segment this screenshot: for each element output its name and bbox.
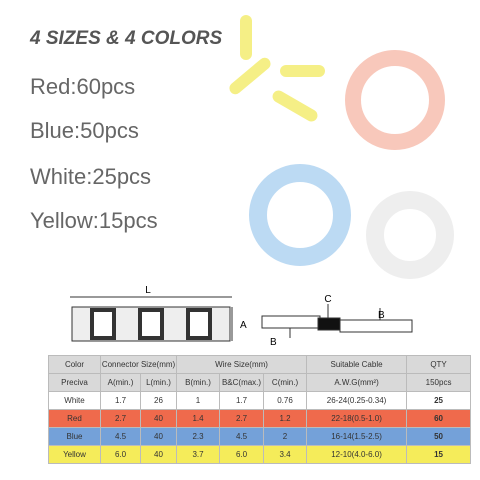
table-cell: 1.2 bbox=[263, 409, 308, 428]
diagram-label: C bbox=[324, 294, 331, 305]
table-cell: 22-18(0.5-1.0) bbox=[306, 409, 408, 428]
table-cell: 12-10(4.0-6.0) bbox=[306, 445, 408, 464]
table-cell: A.W.G(mm²) bbox=[306, 373, 408, 392]
quantity: White:25pcs bbox=[30, 164, 152, 189]
table-cell: 26-24(0.25-0.34) bbox=[306, 391, 408, 410]
table-cell: 3.7 bbox=[176, 445, 221, 464]
table-cell: C(min.) bbox=[263, 373, 308, 392]
table-cell: 0.76 bbox=[263, 391, 308, 410]
connector-diagram bbox=[70, 296, 413, 342]
table-row: White 1.7 26 1 1.7 0.76 26-24(0.25-0.34) 25 bbox=[48, 391, 472, 410]
table-cell: 4.5 bbox=[100, 427, 141, 446]
table-cell: 16-14(1.5-2.5) bbox=[306, 427, 408, 446]
table-cell: 26 bbox=[139, 391, 178, 410]
diagram-label: A bbox=[240, 320, 247, 331]
table-cell: 40 bbox=[139, 409, 178, 428]
table-cell: Yellow bbox=[48, 445, 101, 464]
table-cell: 6.0 bbox=[219, 445, 265, 464]
table-row: Red 2.7 40 1.4 2.7 1.2 22-18(0.5-1.0) 60 bbox=[48, 409, 472, 428]
table-cell: B(min.) bbox=[176, 373, 221, 392]
table-cell: B&C(max.) bbox=[219, 373, 265, 392]
table-cell: White bbox=[48, 391, 101, 410]
table-cell: QTY bbox=[406, 355, 472, 374]
table-cell: Preciva bbox=[48, 373, 101, 392]
table-cell: 25 bbox=[406, 391, 472, 410]
diagram-label: B bbox=[378, 310, 385, 321]
table-cell: A(min.) bbox=[100, 373, 141, 392]
table-cell: Color bbox=[48, 355, 101, 374]
table-cell: 2 bbox=[263, 427, 308, 446]
table-row: Yellow 6.0 40 3.7 6.0 3.4 12-10(4.0-6.0) 15 bbox=[48, 445, 472, 464]
table-cell: 1.4 bbox=[176, 409, 221, 428]
quantity: Blue:50pcs bbox=[30, 118, 139, 143]
table-body: Color Connector Size(mm) Wire Size(mm) Suit… bbox=[48, 355, 472, 464]
table-cell: Red bbox=[48, 409, 101, 428]
table-cell: 2.3 bbox=[176, 427, 221, 446]
table-cell: 1.7 bbox=[219, 391, 265, 410]
table-cell: 2.7 bbox=[100, 409, 141, 428]
quantity: Yellow:15pcs bbox=[30, 208, 158, 233]
table-row: Blue 4.5 40 2.3 4.5 2 16-14(1.5-2.5) 50 bbox=[48, 427, 472, 446]
spec-table: Color Connector Size(mm) Wire Size(mm) Suit… bbox=[48, 355, 472, 464]
connector-photos bbox=[229, 15, 454, 279]
table-cell: 1.7 bbox=[100, 391, 141, 410]
table-cell: 50 bbox=[406, 427, 472, 446]
table-cell: Suitable Cable bbox=[306, 355, 408, 374]
table-row: Color Connector Size(mm) Wire Size(mm) Suit… bbox=[48, 355, 472, 374]
table-cell: 40 bbox=[139, 427, 178, 446]
table-row: Preciva A(min.) L(min.) B(min.) B&C(max.) C(m… bbox=[48, 373, 472, 392]
table-cell: 6.0 bbox=[100, 445, 141, 464]
diagram-label: B bbox=[270, 337, 277, 348]
quantity: Red:60pcs bbox=[30, 74, 136, 99]
table-cell: 15 bbox=[406, 445, 472, 464]
table-cell: 3.4 bbox=[263, 445, 308, 464]
table-cell: Blue bbox=[48, 427, 101, 446]
table-cell: 2.7 bbox=[219, 409, 265, 428]
table-cell: 1 bbox=[176, 391, 221, 410]
title: 4 SIZES & 4 COLORS bbox=[30, 28, 223, 49]
table-cell: 40 bbox=[139, 445, 178, 464]
table-cell: L(min.) bbox=[139, 373, 178, 392]
table-cell: 60 bbox=[406, 409, 472, 428]
table-cell: Wire Size(mm) bbox=[176, 355, 308, 374]
table-cell: 4.5 bbox=[219, 427, 265, 446]
table-cell: Connector Size(mm) bbox=[99, 355, 178, 374]
diagram-label: L bbox=[145, 285, 151, 296]
table-cell: 150pcs bbox=[406, 373, 472, 392]
